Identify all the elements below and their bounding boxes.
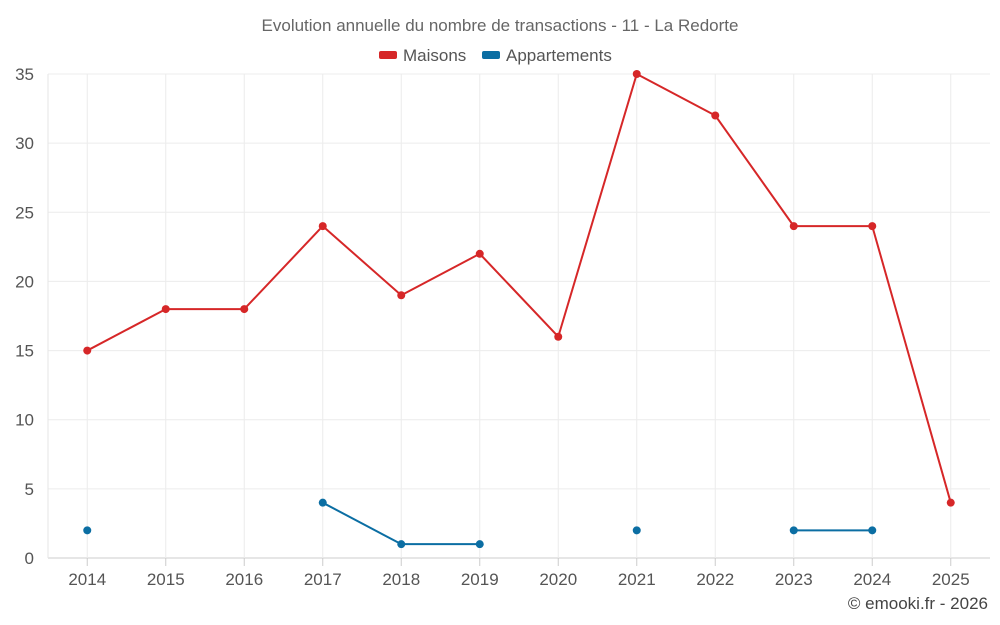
series-appartements <box>83 498 877 549</box>
x-tick-label: 2022 <box>696 570 734 589</box>
x-tick-label: 2024 <box>853 570 891 589</box>
data-point-maisons-2023[interactable] <box>789 222 798 231</box>
data-point-maisons-2025[interactable] <box>946 498 955 507</box>
x-tick-label: 2015 <box>147 570 185 589</box>
series-layer <box>83 70 955 549</box>
x-tick-label: 2023 <box>775 570 813 589</box>
grid <box>48 73 990 559</box>
legend-swatch-appartements <box>482 51 500 59</box>
series-line-maisons <box>86 73 952 503</box>
x-tick-label: 2017 <box>304 570 342 589</box>
data-point-appartements-2021[interactable] <box>632 526 641 535</box>
data-point-maisons-2024[interactable] <box>868 222 877 231</box>
credit: © emooki.fr - 2026 <box>848 594 988 613</box>
chart-title: Evolution annuelle du nombre de transact… <box>262 16 739 35</box>
legend: Maisons Appartements <box>379 46 612 65</box>
data-point-maisons-2018[interactable] <box>397 291 406 300</box>
y-tick-label: 20 <box>15 272 34 291</box>
y-tick-label: 10 <box>15 411 34 430</box>
data-point-maisons-2022[interactable] <box>711 111 720 120</box>
data-point-appartements-2023[interactable] <box>789 526 798 535</box>
data-point-appartements-2017[interactable] <box>318 498 327 507</box>
data-point-maisons-2015[interactable] <box>161 305 170 314</box>
legend-label-maisons: Maisons <box>403 46 466 65</box>
legend-label-appartements: Appartements <box>506 46 612 65</box>
legend-item-appartements[interactable]: Appartements <box>482 46 612 65</box>
data-point-maisons-2021[interactable] <box>632 70 641 78</box>
data-point-maisons-2020[interactable] <box>554 332 563 341</box>
series-maisons <box>83 70 955 507</box>
legend-item-maisons[interactable]: Maisons <box>379 46 466 65</box>
data-point-appartements-2018[interactable] <box>397 540 406 549</box>
y-tick-label: 15 <box>15 342 34 361</box>
data-point-appartements-2019[interactable] <box>475 540 484 549</box>
data-point-maisons-2014[interactable] <box>83 346 92 355</box>
x-tick-label: 2020 <box>539 570 577 589</box>
x-tick-label: 2019 <box>461 570 499 589</box>
y-tick-label: 25 <box>15 203 34 222</box>
y-tick-label: 0 <box>25 549 34 568</box>
data-point-appartements-2024[interactable] <box>868 526 877 535</box>
data-point-maisons-2017[interactable] <box>318 222 327 231</box>
y-tick-label: 35 <box>15 65 34 84</box>
legend-swatch-maisons <box>379 51 397 59</box>
data-point-maisons-2016[interactable] <box>240 305 249 314</box>
x-tick-label: 2021 <box>618 570 656 589</box>
y-tick-label: 30 <box>15 134 34 153</box>
y-tick-label: 5 <box>25 480 34 499</box>
x-tick-label: 2018 <box>382 570 420 589</box>
data-point-appartements-2014[interactable] <box>83 526 92 535</box>
x-tick-label: 2025 <box>932 570 970 589</box>
x-tick-label: 2014 <box>68 570 106 589</box>
data-point-maisons-2019[interactable] <box>475 249 484 258</box>
x-tick-label: 2016 <box>225 570 263 589</box>
